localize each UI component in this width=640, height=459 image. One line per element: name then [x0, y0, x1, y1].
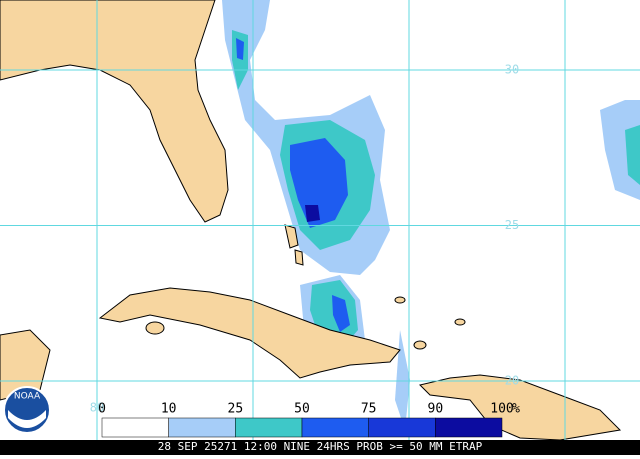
latitude-label: 25	[505, 218, 519, 232]
latitude-label: 30	[505, 63, 519, 77]
legend-swatch	[168, 417, 236, 438]
noaa-logo: NOAA	[3, 386, 51, 434]
legend-unit: %	[512, 402, 520, 417]
legend-label: 100	[490, 402, 513, 417]
legend: 0 10 25 50 75 90 100%	[98, 402, 520, 438]
caption-bar	[0, 440, 640, 455]
legend-swatch	[235, 417, 303, 438]
legend-swatch	[435, 417, 503, 438]
latitude-label: 20	[505, 374, 519, 388]
legend-label: 75	[361, 402, 377, 417]
caption: 28 SEP 25271 12:00 NINE 24HRS PROB >= 50…	[158, 440, 483, 453]
legend-swatch	[301, 417, 369, 438]
graticule: 30 25 20 80	[0, 0, 640, 440]
land	[0, 0, 622, 441]
legend-label: 0	[98, 402, 106, 417]
legend-swatch	[101, 417, 169, 438]
longitude-label: 80	[90, 401, 104, 415]
legend-label: 10	[161, 402, 177, 417]
legend-label: 25	[228, 402, 244, 417]
legend-label: 50	[294, 402, 310, 417]
legend-swatch	[368, 417, 436, 438]
logo-text: NOAA	[14, 392, 41, 402]
legend-label: 90	[428, 402, 444, 417]
